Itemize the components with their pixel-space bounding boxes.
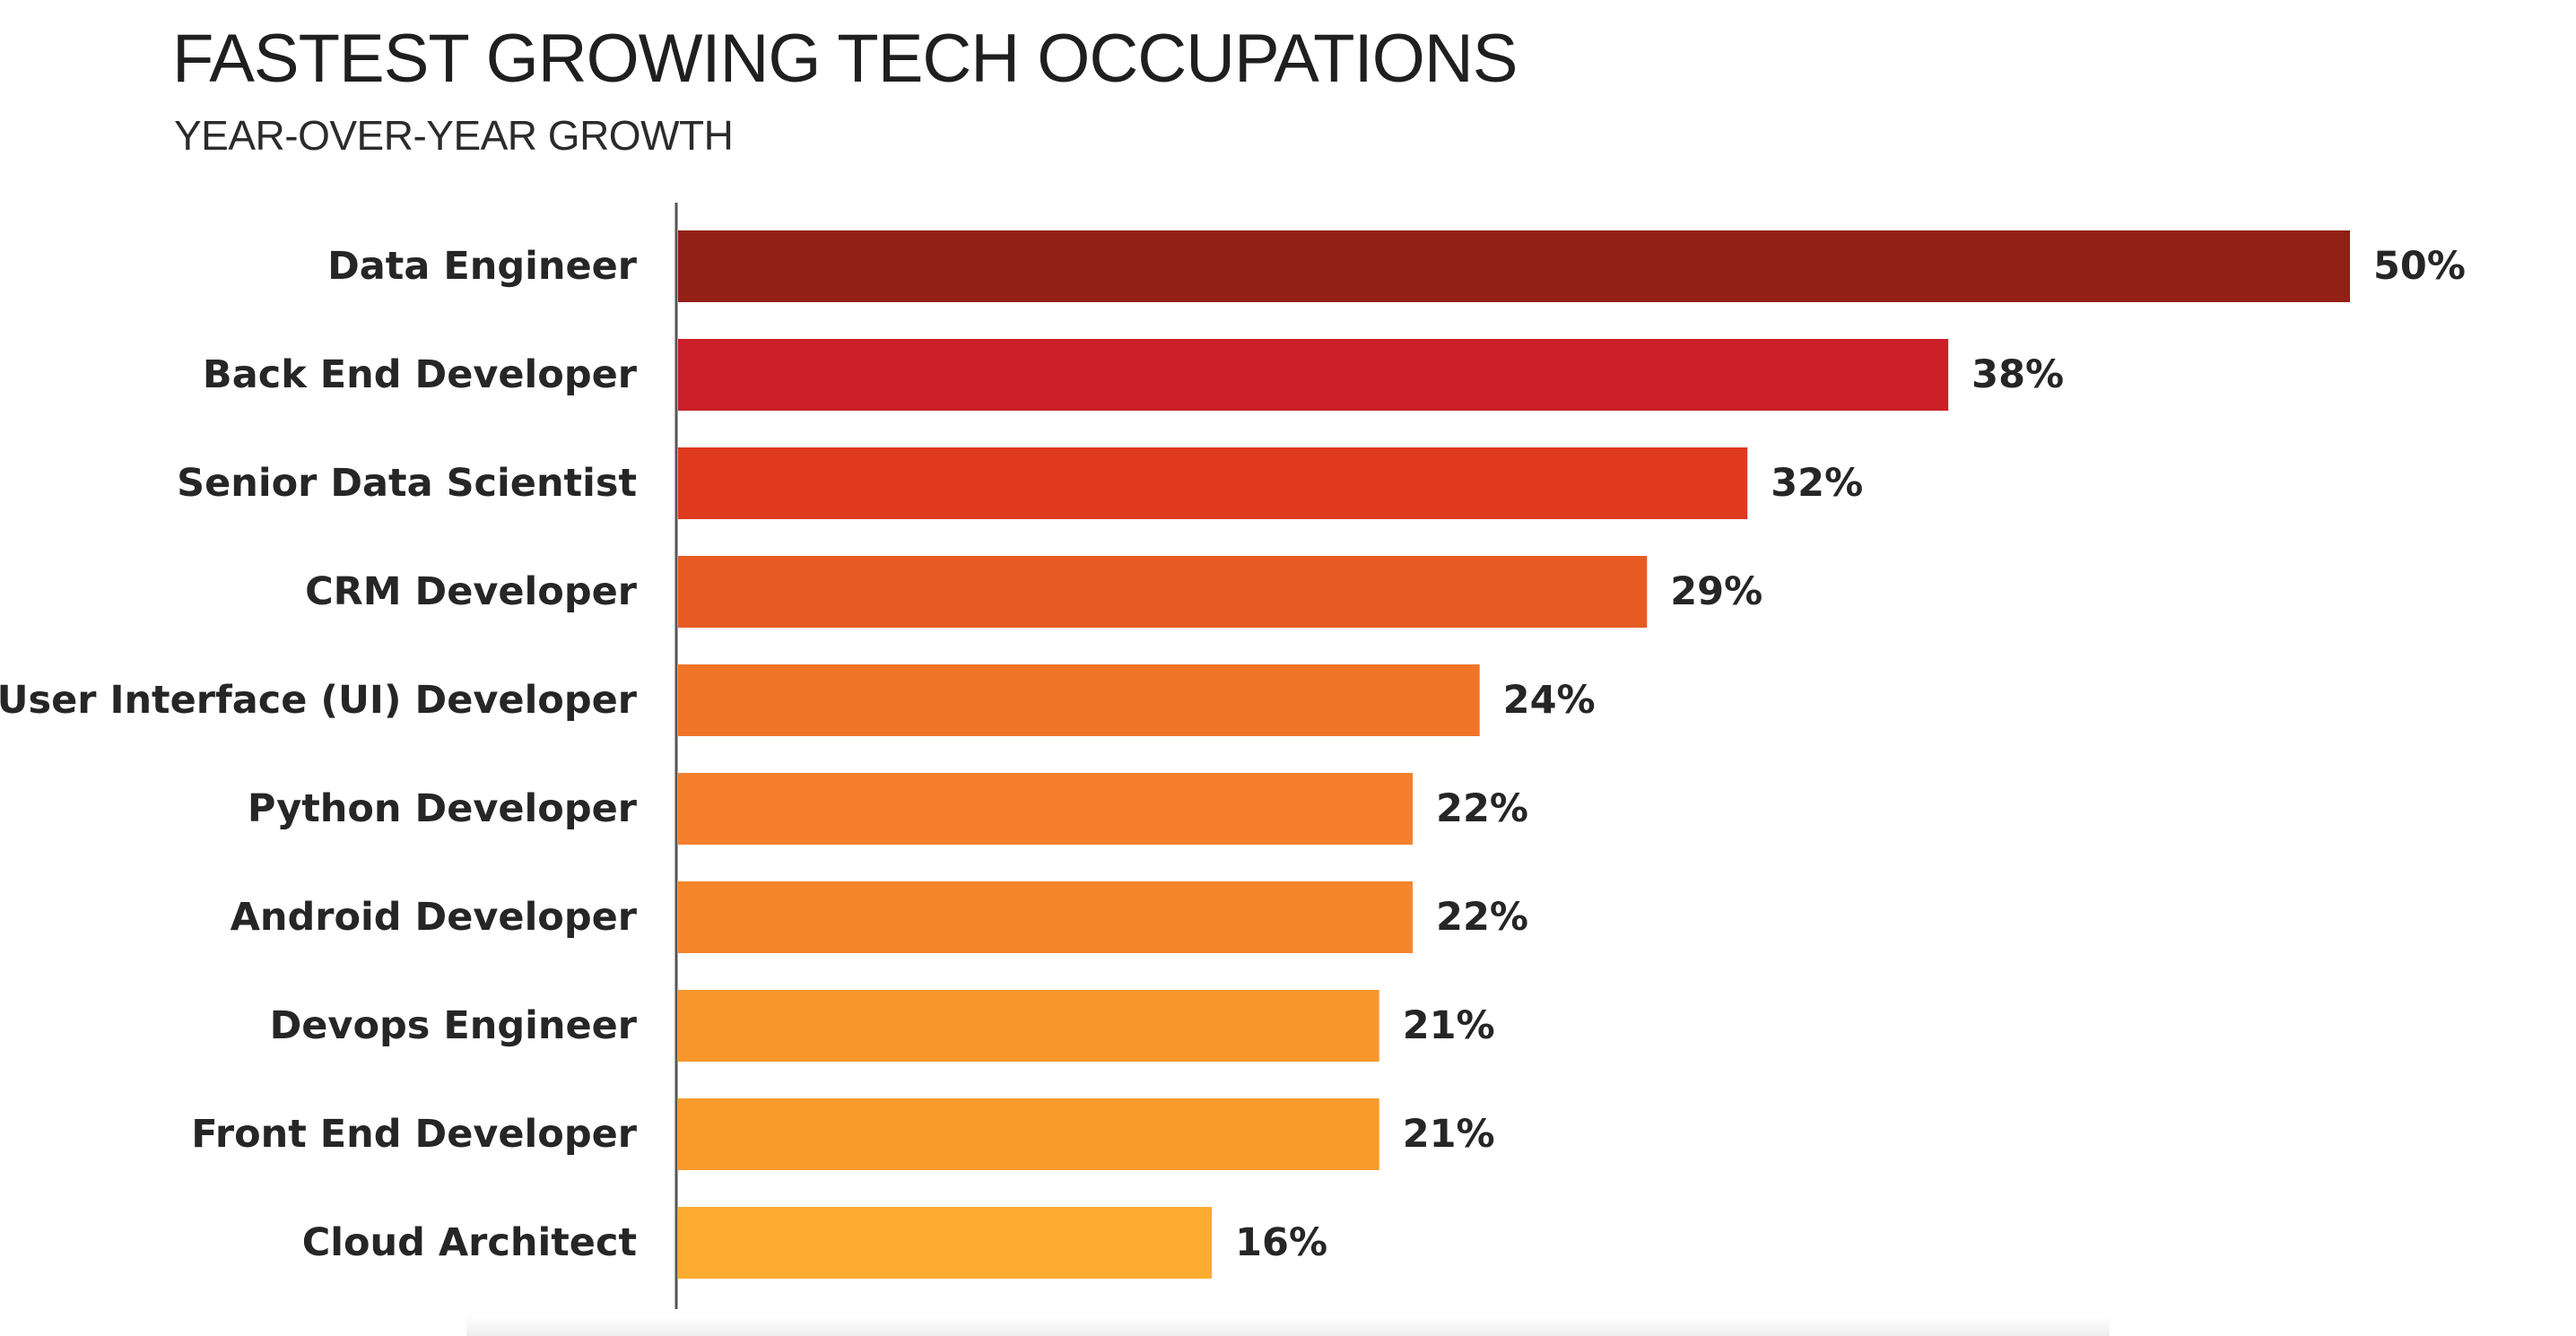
category-label: User Interface (UI) Developer xyxy=(0,678,638,723)
value-label: 22% xyxy=(1436,786,1528,831)
category-label: Front End Developer xyxy=(191,1112,638,1157)
value-label: 38% xyxy=(1971,352,2064,397)
category-label: Back End Developer xyxy=(203,352,638,397)
bar xyxy=(678,773,1414,845)
bottom-shadow xyxy=(466,1316,2110,1336)
bar xyxy=(678,881,1414,953)
category-label: Python Developer xyxy=(248,786,638,831)
category-label: Android Developer xyxy=(231,895,638,940)
category-label: Senior Data Scientist xyxy=(177,461,637,506)
chart-title: FASTEST GROWING TECH OCCUPATIONS xyxy=(172,21,1518,97)
bar xyxy=(678,339,1949,411)
bar xyxy=(678,447,1748,519)
value-label: 50% xyxy=(2373,244,2466,289)
chart-subtitle: YEAR-OVER-YEAR GROWTH xyxy=(174,112,734,159)
category-label: Cloud Architect xyxy=(302,1220,637,1265)
value-label: 29% xyxy=(1670,569,1762,614)
bar xyxy=(678,664,1480,736)
category-label: CRM Developer xyxy=(305,569,638,614)
bar xyxy=(678,230,2350,302)
value-label: 21% xyxy=(1403,1003,1495,1048)
bar xyxy=(678,990,1379,1062)
value-label: 32% xyxy=(1771,461,1863,506)
category-label: Data Engineer xyxy=(327,244,638,289)
category-label: Devops Engineer xyxy=(270,1003,638,1048)
value-label: 21% xyxy=(1403,1112,1495,1157)
bar xyxy=(678,556,1648,628)
value-label: 16% xyxy=(1235,1220,1327,1265)
value-label: 22% xyxy=(1436,895,1528,940)
bar xyxy=(678,1207,1213,1279)
value-label: 24% xyxy=(1503,678,1596,723)
bar xyxy=(678,1098,1379,1170)
